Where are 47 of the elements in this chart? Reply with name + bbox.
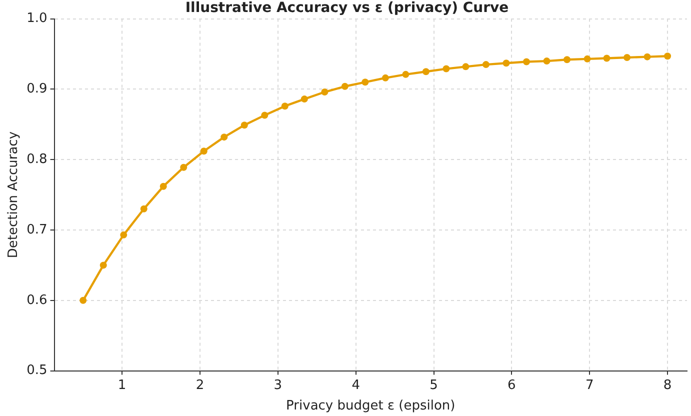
point — [502, 60, 510, 67]
point — [422, 68, 430, 76]
x-tick-label: 3 — [274, 378, 282, 393]
point — [402, 70, 410, 78]
point — [300, 96, 308, 103]
x-tick-label: 1 — [118, 378, 126, 393]
point — [382, 74, 389, 82]
x-tick-label: 5 — [430, 378, 438, 393]
chart-title: Illustrative Accuracy vs ε (privacy) Curve — [185, 0, 509, 16]
point — [341, 82, 348, 90]
point — [664, 52, 672, 60]
point — [100, 262, 107, 269]
point — [140, 205, 148, 212]
point — [644, 53, 651, 60]
point — [120, 231, 128, 238]
point — [281, 102, 288, 110]
point — [564, 56, 570, 64]
point — [200, 148, 208, 155]
point — [220, 134, 228, 141]
y-axis-title: Detection Accuracy — [6, 131, 22, 258]
y-tick-label: 0.6 — [26, 292, 48, 308]
point — [321, 88, 328, 96]
point — [584, 55, 591, 62]
y-tick-label: 0.9 — [26, 82, 48, 97]
y-tick-label: 0.8 — [26, 152, 48, 167]
point — [442, 65, 450, 72]
point — [624, 54, 630, 62]
y-tick-label: 0.7 — [26, 222, 48, 238]
point — [80, 296, 87, 304]
x-axis-title: Privacy budget ε (epsilon) — [286, 398, 456, 414]
x-tick-label: 6 — [508, 378, 516, 393]
point — [180, 164, 188, 171]
point — [160, 182, 167, 190]
x-tick-label: 8 — [663, 378, 672, 393]
point — [240, 122, 248, 129]
point — [522, 58, 530, 66]
point — [543, 58, 550, 65]
point — [482, 61, 490, 68]
y-tick-label: 1.0 — [26, 11, 48, 26]
point — [362, 78, 369, 86]
point — [462, 63, 470, 70]
y-tick-label: 0.5 — [26, 363, 48, 378]
x-tick-label: 4 — [352, 378, 360, 393]
point — [261, 112, 268, 119]
x-tick-label: 2 — [196, 378, 204, 393]
x-tick-label: 7 — [585, 378, 594, 393]
point — [603, 54, 610, 62]
